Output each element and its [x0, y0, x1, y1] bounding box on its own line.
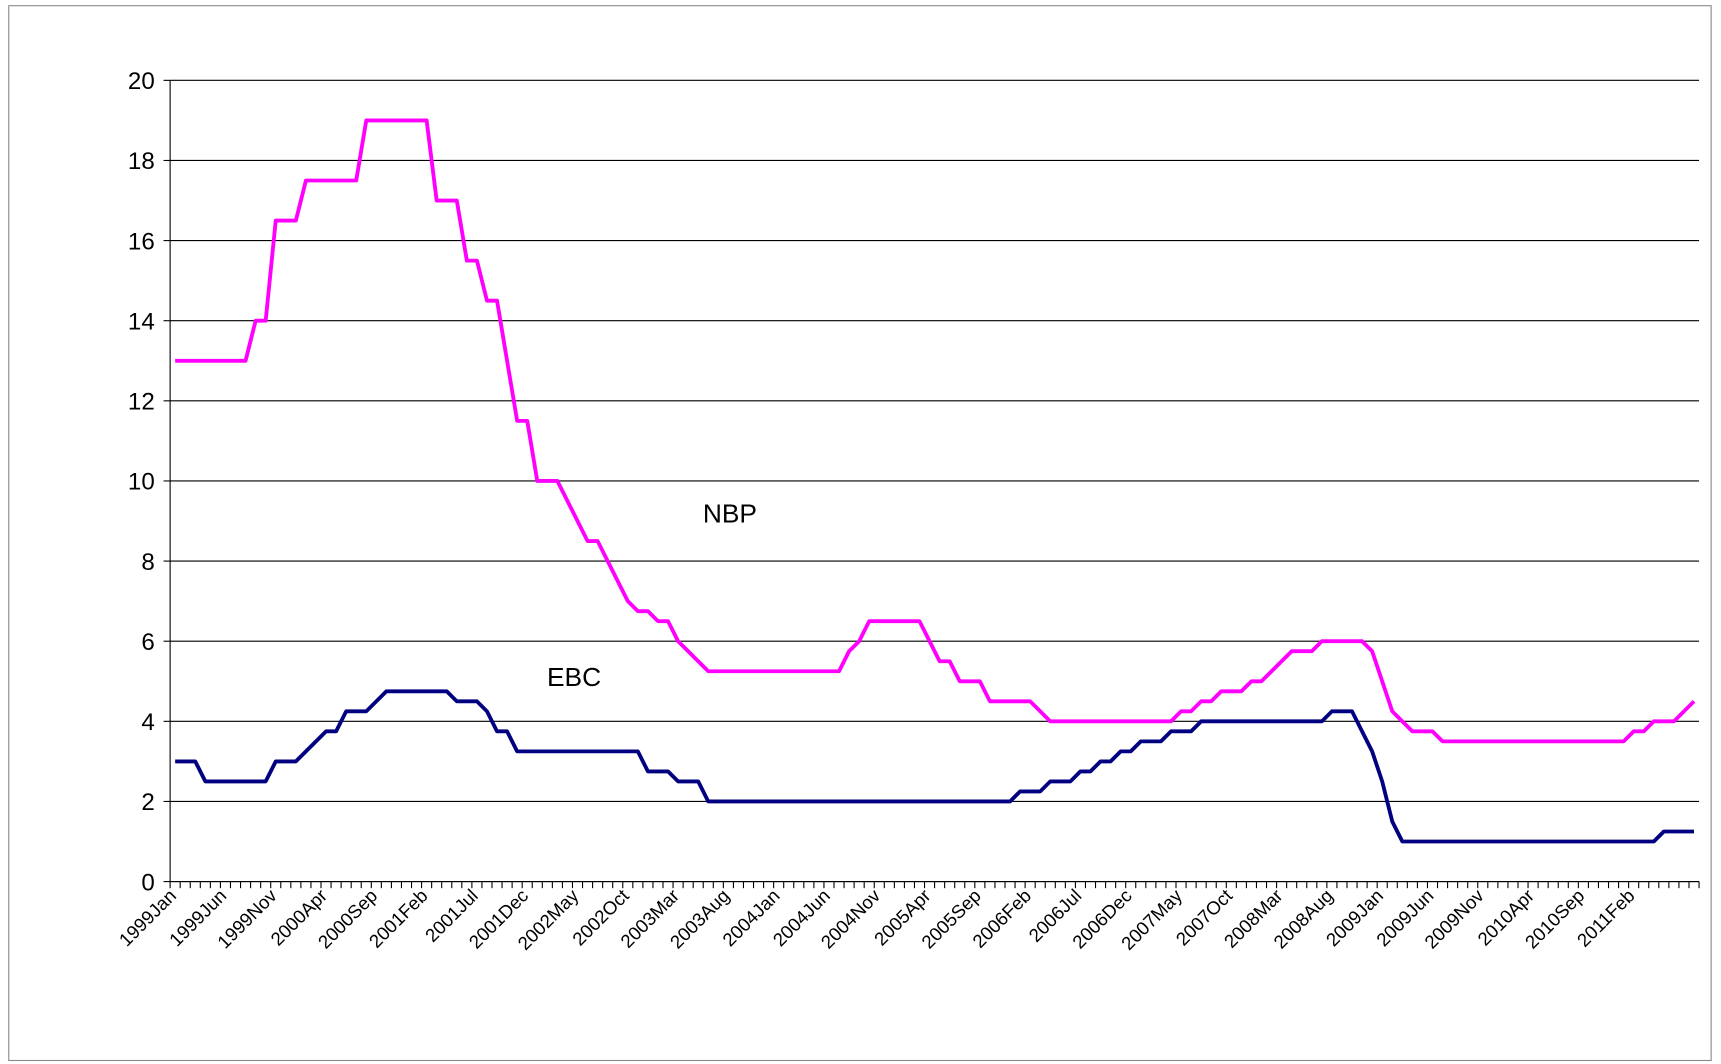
- y-tick-label: 14: [128, 308, 155, 335]
- y-tick-label: 8: [141, 549, 154, 576]
- y-tick-label: 20: [128, 68, 155, 95]
- y-tick-label: 18: [128, 148, 155, 175]
- y-tick-label: 10: [128, 469, 155, 496]
- y-tick-label: 12: [128, 389, 155, 416]
- series-annotation: NBP: [703, 499, 757, 529]
- y-tick-label: 16: [128, 228, 155, 255]
- series-line: [175, 689, 1695, 844]
- y-tick-label: 2: [141, 789, 154, 816]
- y-tick-label: 6: [141, 629, 154, 656]
- series-line: [175, 118, 1696, 744]
- series-annotation: EBC: [547, 662, 601, 692]
- y-tick-label: 4: [141, 709, 154, 736]
- y-tick-label: 0: [141, 869, 154, 896]
